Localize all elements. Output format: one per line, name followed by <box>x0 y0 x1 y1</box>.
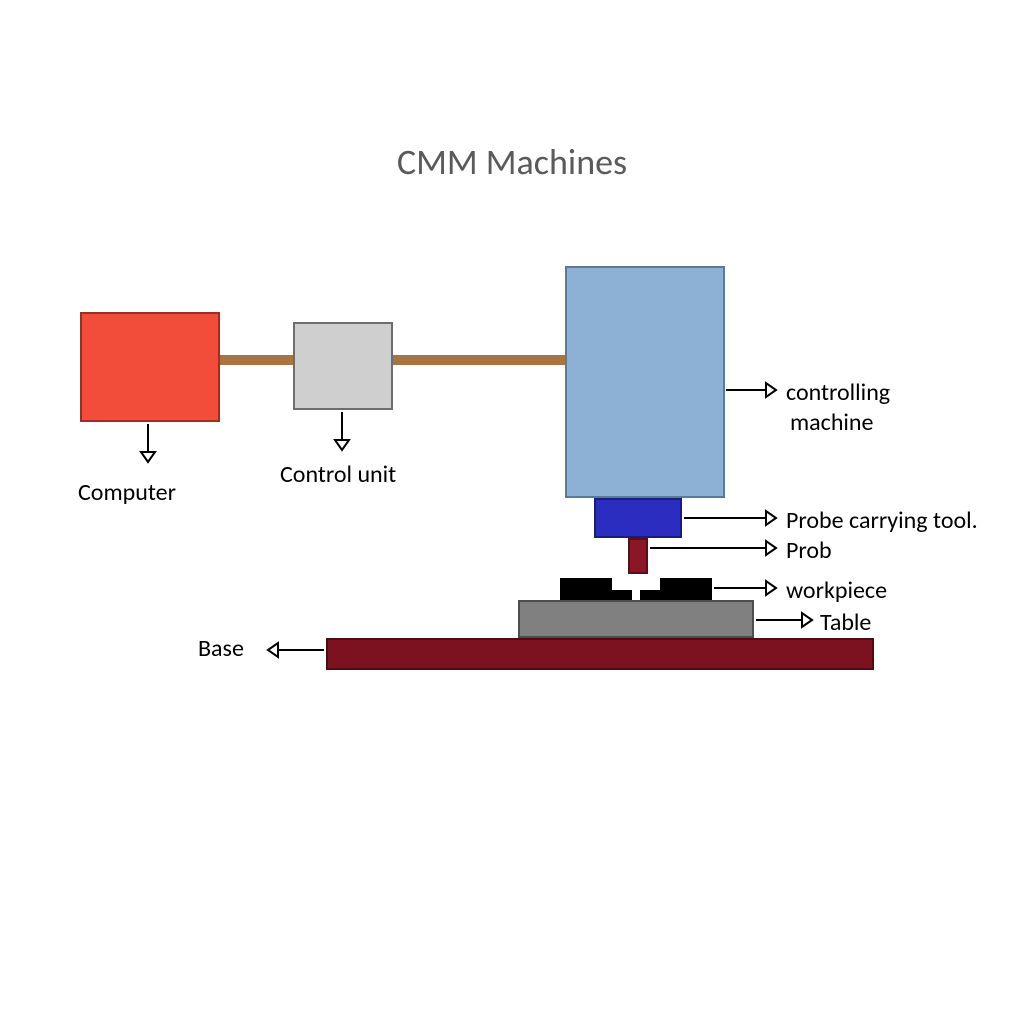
probe-block <box>628 538 648 574</box>
computer-label: Computer <box>78 478 176 507</box>
computer-block <box>80 312 220 422</box>
probe-tool-label: Probe carrying tool. <box>786 506 978 535</box>
table-arrow <box>802 613 812 627</box>
controlling-arrow <box>766 383 776 397</box>
diagram-title: CMM Machines <box>0 140 1024 184</box>
probe-label: Prob <box>786 536 832 565</box>
controlling-label-1: controlling <box>786 378 890 407</box>
control-unit-label: Control unit <box>280 460 396 489</box>
workpiece-arrow <box>766 581 776 595</box>
base-block <box>326 638 874 670</box>
base-label: Base <box>198 634 244 663</box>
table-block <box>518 600 754 638</box>
probe-arrow <box>766 541 776 555</box>
workpiece-shape <box>560 578 712 600</box>
controlling-machine-block <box>565 266 725 498</box>
probe-tool-block <box>594 498 682 538</box>
table-label: Table <box>820 608 871 637</box>
computer-arrow <box>141 452 155 462</box>
probe-tool-arrow <box>766 511 776 525</box>
workpiece-label: workpiece <box>786 576 887 605</box>
controlling-label-2: machine <box>790 408 873 437</box>
control-unit-arrow <box>335 440 349 450</box>
base-arrow <box>268 643 278 657</box>
control-unit-block <box>293 322 393 410</box>
